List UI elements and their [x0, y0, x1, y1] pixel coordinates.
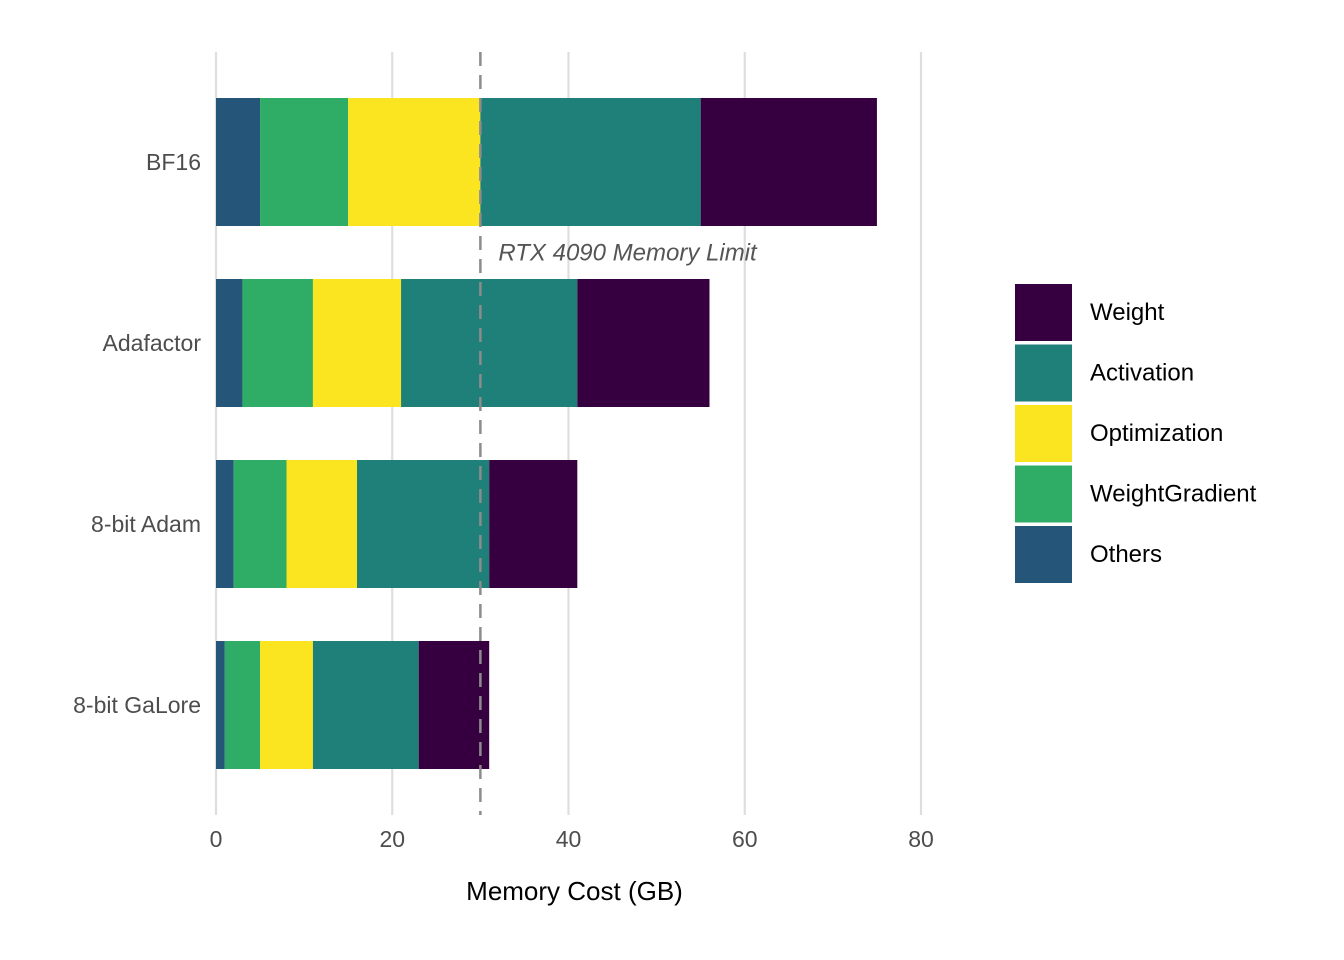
legend-key-activation [1015, 344, 1072, 402]
bar-segment-activation [312, 641, 419, 769]
x-tick-label: 80 [908, 826, 934, 852]
y-tick-label: 8-bit Adam [91, 511, 201, 537]
bar-segment-activation [401, 279, 578, 407]
bar-segment-others [216, 98, 261, 226]
x-tick-label: 40 [556, 826, 582, 852]
legend-label: Others [1090, 541, 1162, 568]
bar-segment-others [216, 641, 225, 769]
legend-key-optimization [1015, 405, 1072, 462]
legend-label: Optimization [1090, 420, 1223, 447]
x-tick-label: 60 [732, 826, 758, 852]
bar-segment-activation [480, 98, 701, 226]
bar-segment-weightgradient [260, 98, 349, 226]
legend-key-weightgradient [1015, 465, 1072, 523]
y-tick-label: Adafactor [103, 330, 202, 356]
memory-limit-annotation: RTX 4090 Memory Limit [498, 240, 758, 267]
bar-segment-weightgradient [224, 641, 261, 769]
x-tick-label: 0 [210, 826, 223, 852]
bar-segment-optimization [260, 641, 313, 769]
bar-segment-weight [489, 460, 578, 588]
bar-segment-weight [700, 98, 877, 226]
y-tick-label: 8-bit GaLore [73, 692, 201, 718]
bar-segment-optimization [312, 279, 402, 407]
legend-key-weight [1015, 284, 1072, 341]
y-tick-label: BF16 [146, 149, 201, 175]
bar-segment-optimization [286, 460, 357, 588]
legend-label: Weight [1090, 299, 1165, 326]
bar-segment-weight [577, 279, 710, 407]
legend-key-others [1015, 526, 1072, 583]
x-tick-label: 20 [379, 826, 405, 852]
bar-segment-others [216, 279, 243, 407]
legend-label: Activation [1090, 360, 1194, 387]
x-axis-title: Memory Cost (GB) [466, 876, 683, 906]
legend-label: WeightGradient [1090, 481, 1257, 508]
bar-segment-weightgradient [233, 460, 287, 588]
bar-segment-weight [418, 641, 490, 769]
bar-segment-weightgradient [242, 279, 313, 407]
bar-segment-others [216, 460, 234, 588]
bar-segment-activation [357, 460, 490, 588]
bar-segment-optimization [348, 98, 481, 226]
